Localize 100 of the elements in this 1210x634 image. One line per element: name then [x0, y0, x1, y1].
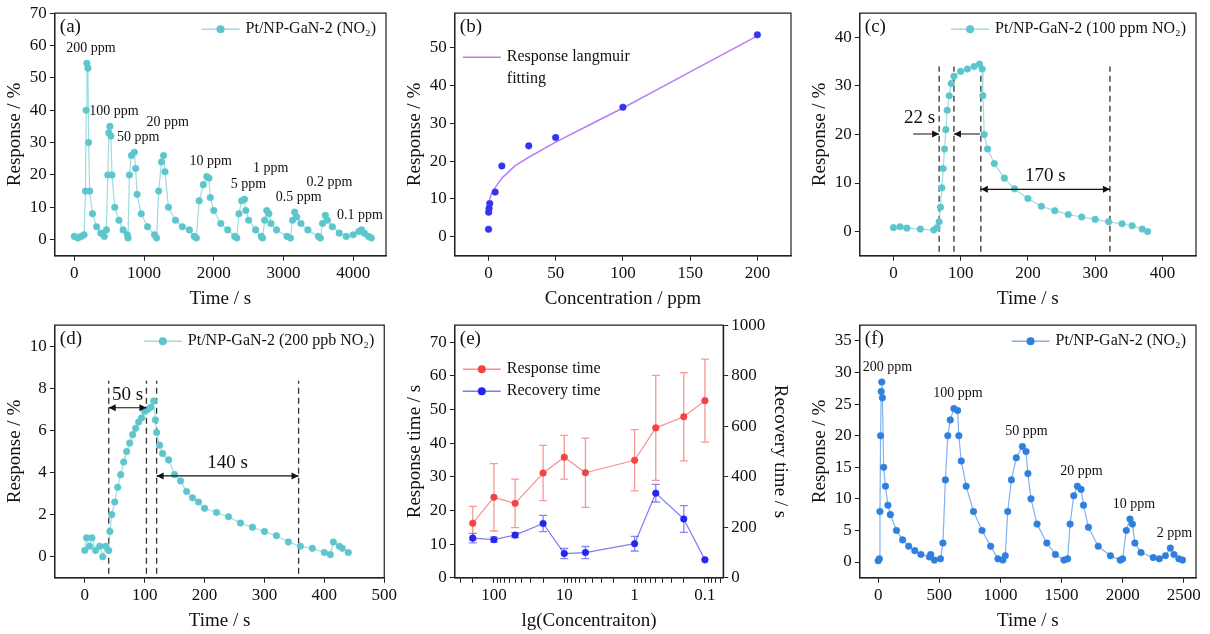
y-tick-label: 50	[429, 36, 447, 56]
y-tick-label: 40	[429, 74, 447, 94]
y-tick-label: 10	[429, 188, 447, 208]
x-tick-label: 0	[873, 585, 883, 605]
x-tick-label: 200	[1015, 263, 1041, 283]
y-tick-label: 20	[429, 150, 447, 170]
y-axis-title: Response / %	[403, 82, 425, 187]
y-axis-title: Response / %	[3, 82, 25, 187]
x-tick-label: 100	[610, 263, 636, 283]
x-tick-label: 2000	[196, 263, 231, 283]
x-tick-label: 1500	[1044, 585, 1079, 605]
y2-tick-label: 400	[731, 466, 757, 486]
y-tick-label: 20	[834, 425, 852, 445]
chart-title: (e)	[459, 326, 481, 349]
annotation: 20 ppm	[146, 114, 189, 130]
annotation: 200 ppm	[862, 358, 913, 374]
chart-title: (c)	[864, 14, 886, 37]
x-tick-label: 1	[630, 585, 639, 605]
x-tick-label: 4000	[336, 263, 371, 283]
y2-tick-label: 1000	[731, 314, 766, 334]
y-tick-label: 20	[834, 123, 852, 143]
x-axis-title: Time / s	[189, 286, 252, 308]
x-tick-label: 400	[1149, 263, 1176, 283]
annotation: 50 s	[112, 382, 144, 404]
legend-label: Pt/NP-GaN-2 (100 ppm NO₂)	[995, 19, 1187, 38]
annotation: 0.2 ppm	[306, 174, 353, 190]
x-tick-label: 300	[251, 585, 278, 605]
annotation: 2 ppm	[1156, 524, 1193, 540]
x-tick-label: 0	[889, 263, 898, 283]
y-tick-label: 30	[429, 466, 447, 486]
y-tick-label: 0	[843, 221, 852, 241]
y-tick-label: 0	[438, 226, 447, 246]
y-tick-label: 15	[834, 456, 852, 476]
annotation: 0.5 ppm	[275, 188, 322, 204]
x-tick-label: 0	[70, 263, 79, 283]
y-tick-label: 40	[834, 26, 852, 46]
y-axis-title: Response / %	[808, 82, 830, 187]
y-tick-label: 30	[29, 132, 47, 152]
legend-label: Pt/NP-GaN-2 (200 ppb NO₂)	[187, 331, 375, 350]
legend-label: Response langmuir fitting	[506, 47, 631, 88]
x-tick-label: 100	[947, 263, 974, 283]
y-axis-title: Response / %	[3, 399, 25, 504]
x-axis-title: Time / s	[997, 286, 1059, 308]
x-tick-label: 10	[555, 585, 573, 605]
y-tick-label: 40	[29, 99, 47, 119]
legend-label: Pt/NP-GaN-2 (NO₂)	[245, 19, 376, 38]
x-tick-label: 0.1	[694, 585, 716, 605]
annotation: 100 ppm	[89, 103, 139, 119]
y-tick-label: 4	[38, 462, 48, 482]
x-tick-label: 1000	[127, 263, 162, 283]
y-tick-label: 50	[429, 398, 447, 418]
y-tick-label: 50	[29, 67, 47, 87]
annotation: 1 ppm	[253, 160, 289, 176]
annotation: 22 s	[903, 106, 936, 127]
annotation: 200 ppm	[66, 40, 116, 56]
y-tick-label: 70	[429, 331, 447, 351]
y-tick-label: 35	[834, 330, 852, 350]
x-tick-label: 500	[371, 585, 397, 605]
y-tick-label: 30	[429, 112, 447, 132]
x-tick-label: 100	[481, 585, 507, 605]
y-tick-label: 10	[834, 488, 852, 508]
annotation: 10 ppm	[189, 153, 233, 169]
x-axis-title: Time / s	[997, 608, 1059, 630]
y-tick-label: 20	[29, 164, 47, 184]
x-tick-label: 3000	[266, 263, 301, 283]
annotation: 5 ppm	[230, 175, 267, 191]
y-tick-label: 0	[38, 546, 47, 566]
y-tick-label: 70	[29, 2, 47, 22]
y-tick-label: 0	[438, 567, 447, 587]
y-tick-label: 40	[429, 432, 447, 452]
annotation: 100 ppm	[933, 385, 983, 401]
x-tick-label: 2000	[1105, 585, 1140, 605]
x-tick-label: 500	[926, 585, 953, 605]
y-tick-label: 5	[843, 519, 852, 539]
y-tick-label: 10	[429, 533, 447, 553]
annotation: 50 ppm	[1005, 423, 1048, 439]
x-axis-title: Concentration / ppm	[544, 286, 702, 308]
y-tick-label: 6	[38, 419, 47, 439]
y-tick-label: 25	[834, 393, 852, 413]
y-tick-label: 60	[29, 35, 47, 55]
annotation: 50 ppm	[117, 128, 160, 144]
chart-title: (d)	[59, 326, 82, 349]
x-tick-label: 150	[677, 263, 703, 283]
y2-tick-label: 200	[731, 516, 757, 536]
annotation: 140 s	[207, 450, 248, 472]
x-tick-label: 2500	[1166, 585, 1201, 605]
x-tick-label: 300	[1082, 263, 1108, 283]
y-tick-label: 10	[834, 172, 852, 192]
annotation: 0.1 ppm	[337, 206, 384, 222]
y2-axis-title: Recovery time / s	[770, 384, 792, 519]
x-tick-label: 200	[744, 263, 771, 283]
y2-tick-label: 0	[731, 567, 740, 587]
legend-label: Pt/NP-GaN-2 (NO₂)	[1055, 331, 1186, 350]
y-axis-title: Response time / s	[403, 384, 425, 519]
y-tick-label: 20	[429, 499, 447, 519]
y-tick-label: 0	[38, 229, 47, 249]
y-axis-title: Response / %	[808, 399, 830, 504]
y2-tick-label: 800	[731, 365, 757, 385]
x-tick-label: 200	[191, 585, 218, 605]
x-axis-title: Time / s	[188, 608, 251, 630]
